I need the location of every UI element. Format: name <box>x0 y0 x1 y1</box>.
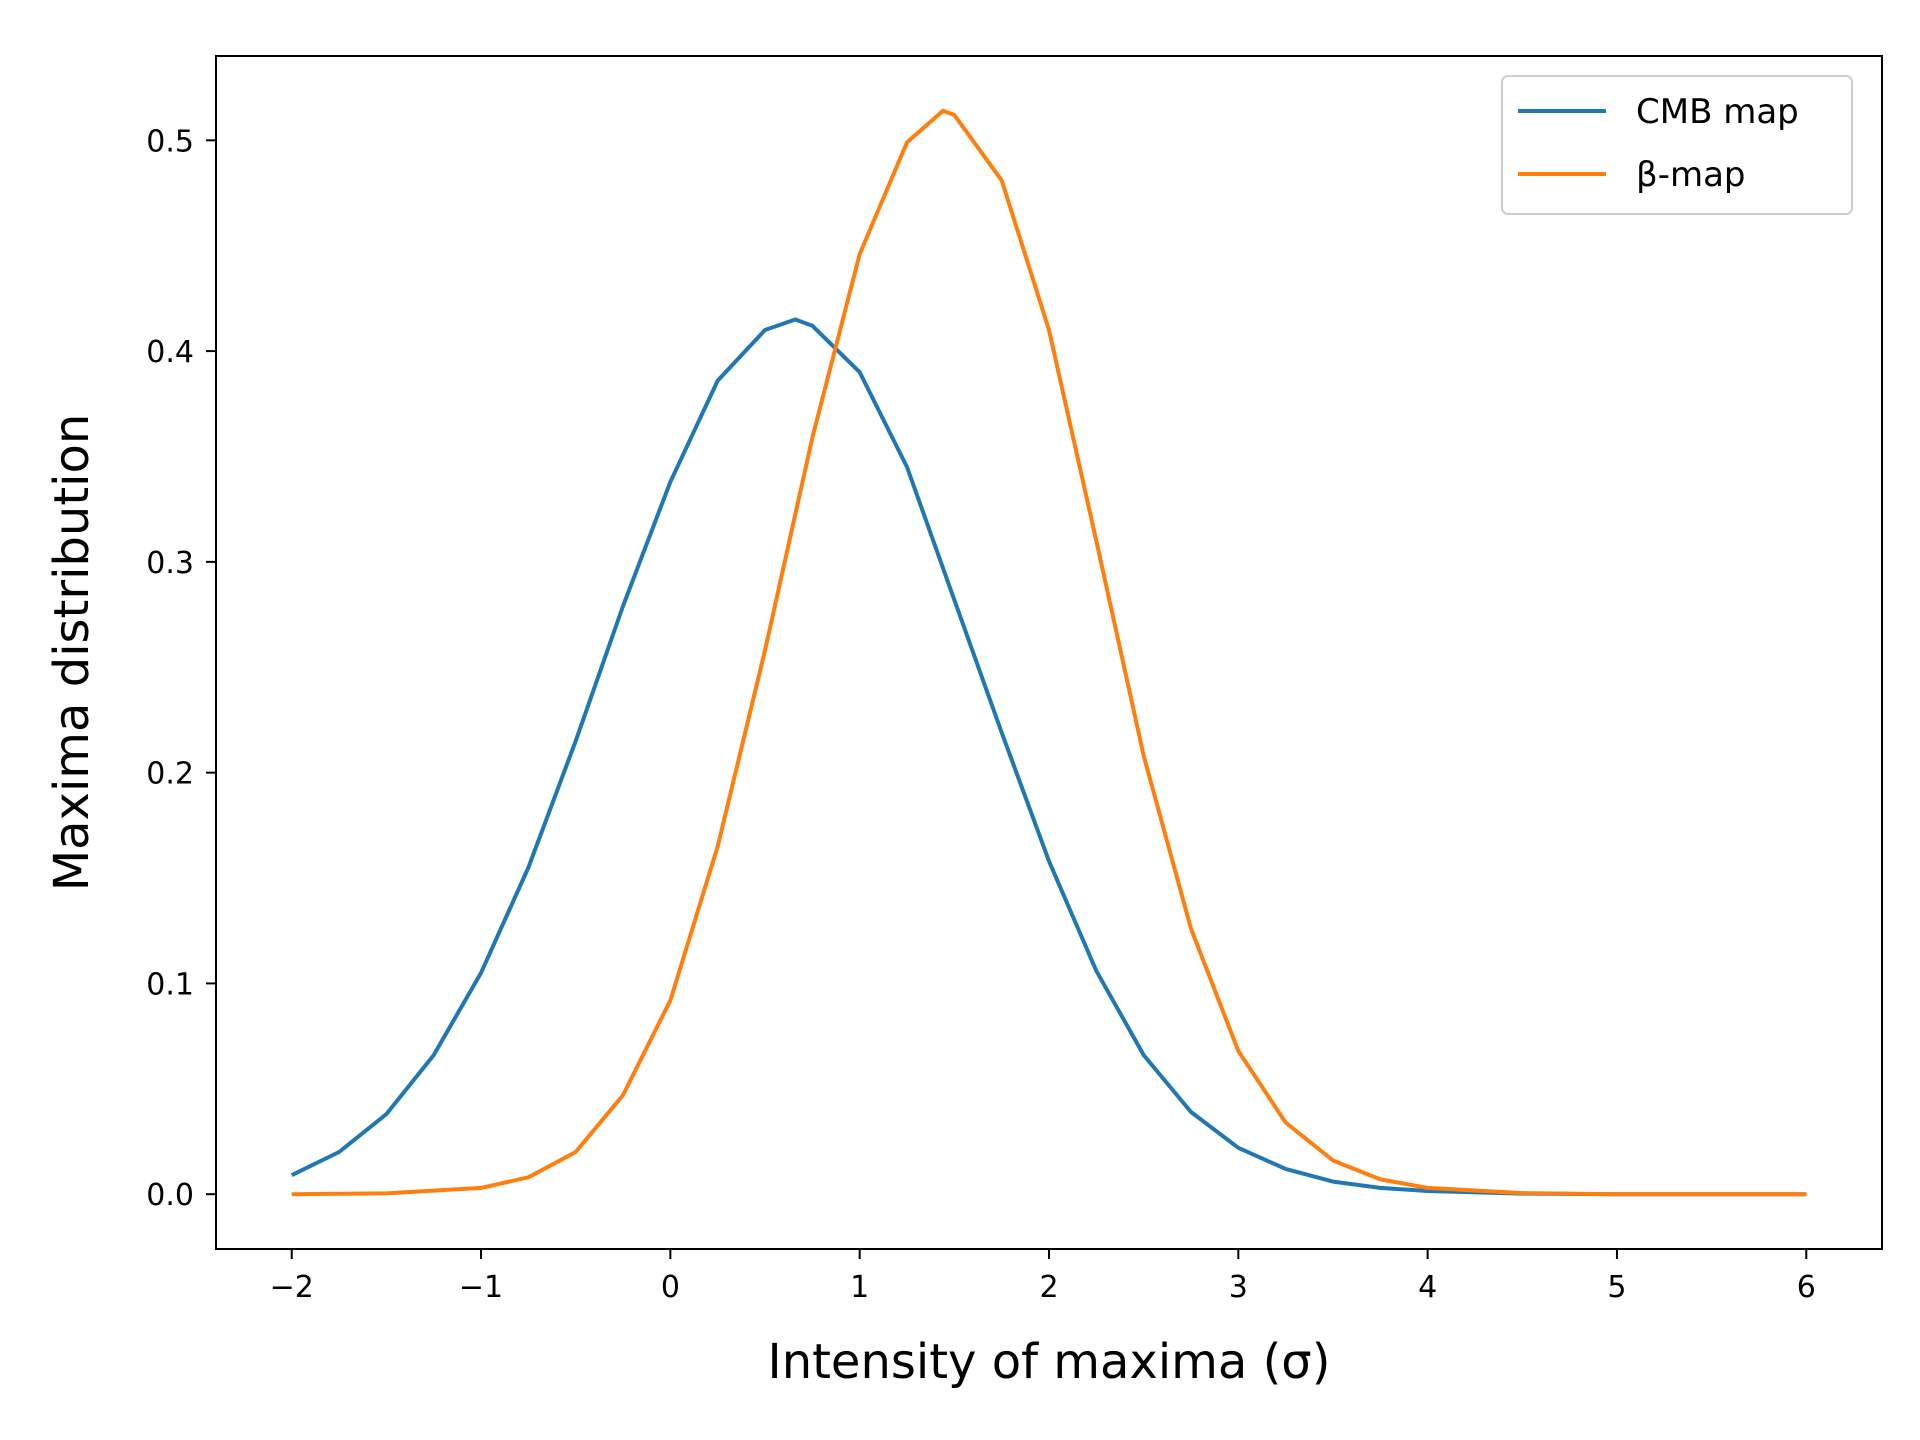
y-tick-label: 0.0 <box>146 1178 194 1213</box>
y-tick-label: 0.1 <box>146 967 194 1002</box>
x-tick-label: 5 <box>1607 1270 1626 1305</box>
y-axis: 0.0 0.1 0.2 0.3 0.4 0.5 <box>146 124 216 1213</box>
y-tick-label: 0.2 <box>146 757 194 792</box>
x-tick-label: 1 <box>850 1270 869 1305</box>
legend: CMB map β-map <box>1501 75 1853 215</box>
legend-label-beta-map: β-map <box>1636 155 1746 195</box>
x-tick-label: 4 <box>1418 1270 1437 1305</box>
x-tick-label: 3 <box>1229 1270 1248 1305</box>
y-axis-label: Maxima distribution <box>44 414 100 892</box>
x-tick-label: 6 <box>1797 1270 1816 1305</box>
y-tick-label: 0.3 <box>146 546 194 581</box>
x-axis: −2 −1 0 1 2 3 4 5 6 <box>270 1249 1816 1305</box>
legend-label-cmb-map: CMB map <box>1636 92 1799 132</box>
x-tick-label: −1 <box>459 1270 503 1305</box>
x-tick-label: 0 <box>661 1270 680 1305</box>
y-tick-label: 0.5 <box>146 124 194 159</box>
x-tick-label: −2 <box>270 1270 314 1305</box>
series-line-cmb-map <box>290 317 1807 1197</box>
series-line-beta-map <box>291 108 1807 1197</box>
x-axis-label: Intensity of maxima (σ) <box>768 1334 1331 1390</box>
y-tick-label: 0.4 <box>146 335 194 370</box>
x-tick-label: 2 <box>1039 1270 1058 1305</box>
plot-area <box>290 108 1807 1197</box>
